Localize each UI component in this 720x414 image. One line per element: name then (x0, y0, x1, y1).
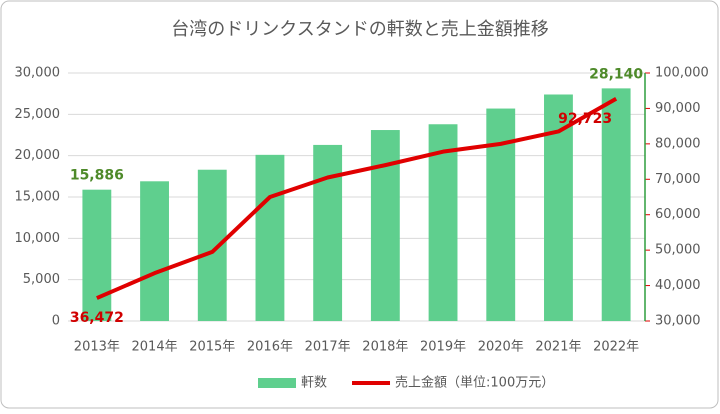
line-value-label: 36,472 (70, 310, 124, 326)
x-tick-label: 2022年 (593, 340, 639, 355)
y-tick-label: 5,000 (23, 272, 60, 287)
y2-tick-label: 100,000 (655, 66, 709, 81)
y-tick-label: 10,000 (15, 231, 61, 246)
x-tick-label: 2018年 (362, 340, 408, 355)
y2-tick-label: 30,000 (655, 314, 701, 329)
line (96, 97, 618, 300)
y2-tick-label: 40,000 (655, 278, 701, 293)
y2-tick-label: 70,000 (655, 172, 701, 187)
y-tick-label: 15,000 (15, 190, 61, 205)
bar (313, 144, 343, 321)
y-tick-label: 20,000 (15, 148, 61, 163)
bar (140, 181, 169, 321)
x-tick-label: 2014年 (132, 340, 178, 355)
legend-label: 軒数 (301, 376, 327, 391)
y2-tick-label: 80,000 (655, 136, 701, 151)
bar (82, 189, 112, 321)
legend-swatch (258, 378, 296, 388)
y2-tick-label: 50,000 (655, 243, 701, 258)
bar-value-label: 15,886 (70, 168, 124, 184)
x-tick-label: 2020年 (478, 340, 524, 355)
bar-value-label: 28,140 (589, 66, 643, 82)
x-tick-label: 2017年 (305, 340, 351, 355)
y2-tick-label: 90,000 (655, 101, 701, 116)
y2-tick-label: 60,000 (655, 207, 701, 222)
x-tick-label: 2015年 (189, 340, 235, 355)
bar (197, 169, 227, 321)
bar (255, 154, 285, 321)
y-tick-label: 30,000 (15, 66, 61, 81)
bar (544, 94, 573, 321)
line-value-label: 92,723 (558, 111, 612, 127)
y-tick-label: 25,000 (15, 107, 61, 122)
bar (601, 88, 631, 321)
x-tick-label: 2016年 (247, 340, 293, 355)
chart-title: 台湾のドリンクスタンドの軒数と売上金額推移 (171, 19, 548, 40)
x-tick-label: 2013年 (74, 340, 120, 355)
bar (428, 124, 458, 322)
x-tick-label: 2019年 (420, 340, 466, 355)
x-tick-label: 2021年 (535, 340, 581, 355)
bar (370, 130, 400, 321)
legend-label: 売上金額（単位:100万元） (395, 375, 554, 391)
y-tick-label: 0 (52, 314, 60, 329)
